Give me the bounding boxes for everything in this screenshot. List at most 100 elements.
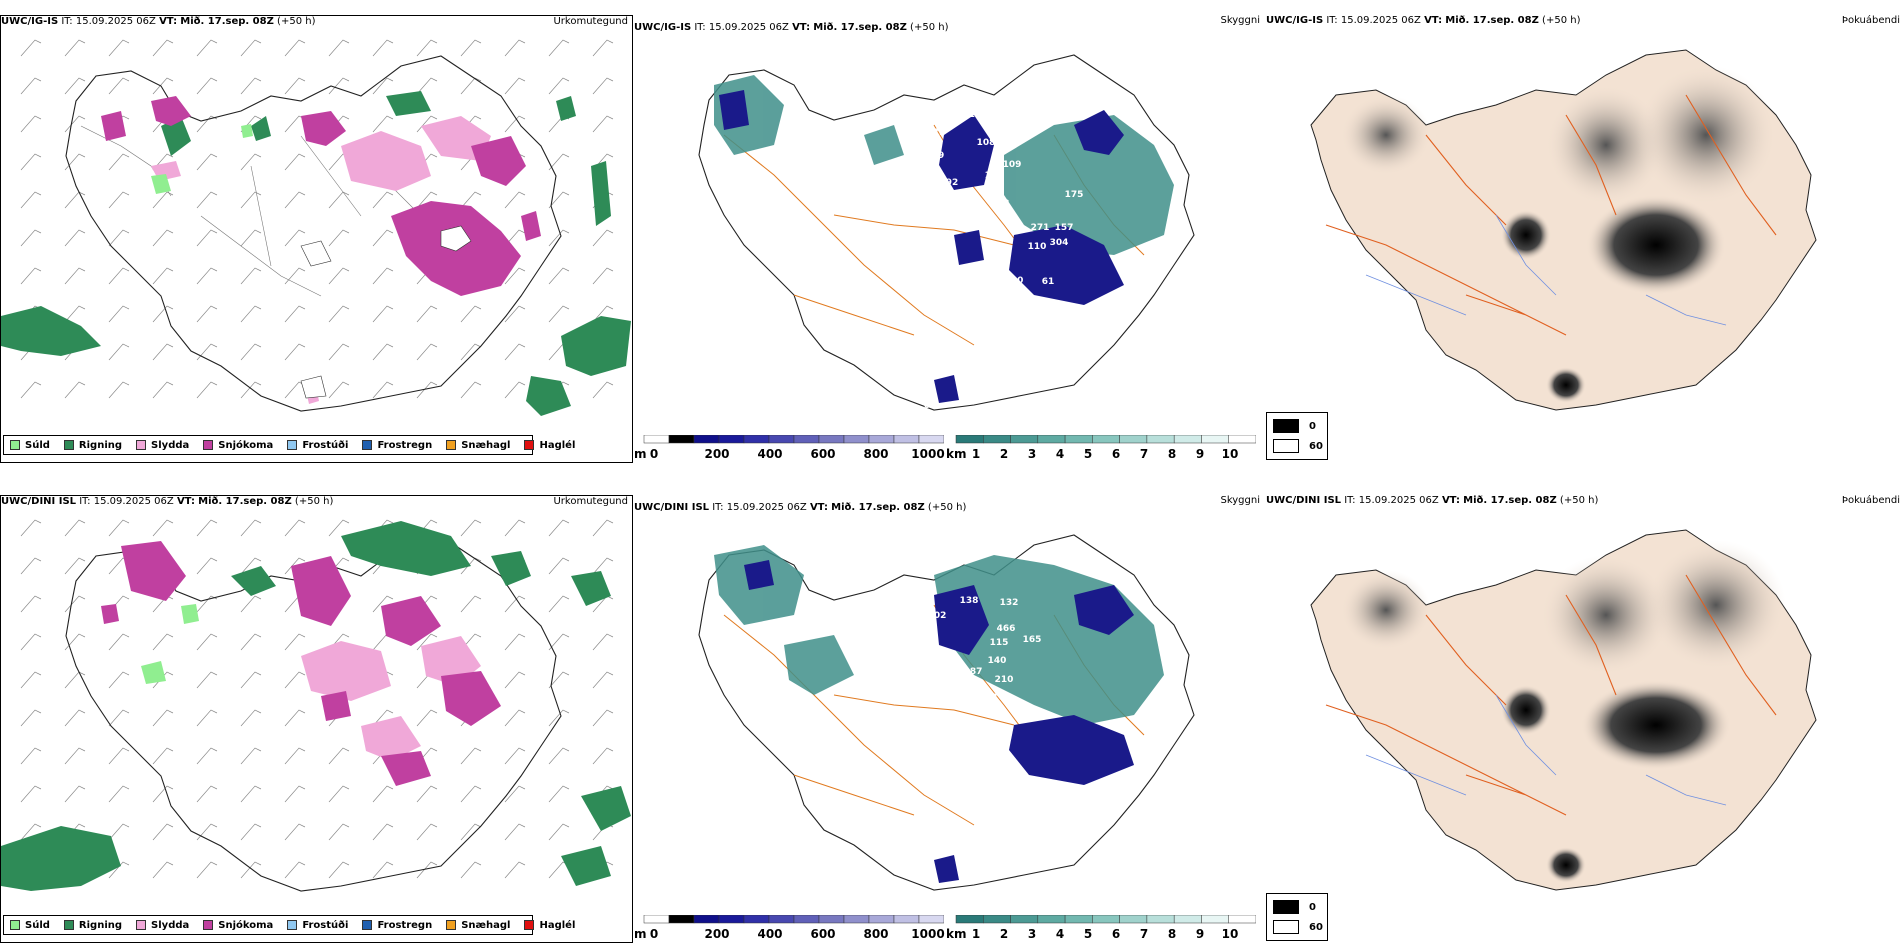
wind-barb <box>196 191 218 209</box>
cloud-base-label: 85 <box>938 756 951 766</box>
wind-barb <box>416 785 438 803</box>
precip-panel-row1: UWC/IG-IS IT: 15.09.2025 06Z VT: Mið. 17… <box>0 15 633 463</box>
cbar-tick: 1 <box>971 447 981 461</box>
fog-panel-row2: UWC/DINI ISL IT: 15.09.2025 06Z VT: Mið.… <box>1266 495 1900 943</box>
wind-barb <box>240 343 262 361</box>
drizzle-areas <box>151 124 253 194</box>
wind-barb <box>240 671 262 689</box>
cloud-base-label: 61 <box>1042 277 1055 287</box>
cbar-tick: 1000 <box>911 447 945 461</box>
wind-barb <box>20 671 42 689</box>
panel-title-cloud-row2: Skyggni <box>1220 495 1260 506</box>
wind-barb <box>240 557 262 575</box>
wind-barb <box>372 595 394 613</box>
cloud-base-label: 99 <box>932 151 945 161</box>
wind-barb <box>64 709 86 727</box>
colorbar-segment <box>1119 915 1148 924</box>
wind-barb <box>152 343 174 361</box>
wind-barb <box>504 39 526 57</box>
cloud-base-label: 140 <box>988 656 1007 666</box>
wind-barb <box>416 77 438 95</box>
cbar-tick: 4 <box>1055 447 1065 461</box>
wind-barb <box>592 305 614 323</box>
wind-barb <box>460 557 482 575</box>
wind-barb <box>152 785 174 803</box>
wind-barb <box>504 381 526 399</box>
wind-barb <box>460 823 482 841</box>
legend-item-freezing-rain: Frostregn <box>362 440 432 451</box>
cloud-base-label: 110 <box>1028 242 1047 252</box>
cbar-tick: 800 <box>863 927 889 941</box>
wind-barb <box>592 115 614 133</box>
wind-barb <box>196 343 218 361</box>
wind-barb <box>592 519 614 537</box>
snow-areas <box>101 541 501 786</box>
wind-barb <box>64 785 86 803</box>
colorbar-segment <box>793 915 820 924</box>
precip-map-row1 <box>1 39 631 416</box>
wind-barb <box>460 785 482 803</box>
colorbar-segment <box>668 435 695 444</box>
roads <box>1325 574 1777 816</box>
fog-map-row2 <box>1310 529 1817 891</box>
rivers <box>1365 214 1727 326</box>
wind-barb <box>240 861 262 879</box>
fog-legend-row2: 0 60 <box>1266 893 1328 941</box>
cloud-base-label: 210 <box>995 675 1014 685</box>
wind-barb <box>20 229 42 247</box>
cloud-base-label: 62 <box>924 401 937 411</box>
cloud-base-label: 91 <box>938 280 951 290</box>
cloud-base-label: 168 <box>962 791 981 801</box>
colorbar-segment <box>1146 915 1175 924</box>
wind-barb <box>548 229 570 247</box>
wind-barb <box>284 305 306 323</box>
colorbar-segment <box>1146 435 1175 444</box>
cloud-base-label: 108 <box>977 138 996 148</box>
wind-barb <box>284 557 306 575</box>
wind-barb <box>328 785 350 803</box>
wind-barb <box>240 229 262 247</box>
wind-barb <box>152 267 174 285</box>
wind-barb <box>548 77 570 95</box>
wind-barb <box>328 267 350 285</box>
colorbar-segment <box>818 435 845 444</box>
cbar-tick: 8 <box>1167 447 1177 461</box>
wind-barb <box>64 39 86 57</box>
colorbar-segment <box>818 915 845 924</box>
cloud-base-label: 145 <box>943 687 962 697</box>
cloud-base-label: 98 <box>859 620 872 630</box>
wind-barb <box>284 671 306 689</box>
wind-barb <box>152 39 174 57</box>
wind-barb <box>196 823 218 841</box>
cloud-base-label: 104 <box>873 657 892 667</box>
wind-barb <box>284 709 306 727</box>
cloud-base-label: 158 <box>920 698 939 708</box>
colorbar-km-row2: km 1 2 3 4 5 6 7 8 9 10 <box>946 915 1256 941</box>
wind-barb <box>548 191 570 209</box>
wind-barb <box>240 305 262 323</box>
colorbar-segment <box>1037 915 1066 924</box>
wind-barb <box>196 267 218 285</box>
wind-barb <box>592 381 614 399</box>
cloud-base-label: 144 <box>890 674 909 684</box>
wind-barb <box>328 343 350 361</box>
wind-barb <box>20 153 42 171</box>
wind-barb <box>196 633 218 651</box>
colorbar-segment <box>743 435 770 444</box>
wind-barb <box>504 115 526 133</box>
cloud-base-label: 113 <box>969 110 988 120</box>
wind-barb <box>416 861 438 879</box>
colorbar-segment <box>1201 915 1229 924</box>
wind-barb <box>416 39 438 57</box>
wind-barb <box>416 709 438 727</box>
legend-item-snow: Snjókoma <box>203 920 273 931</box>
cloud-base-label: 138 <box>960 596 979 606</box>
wind-barb <box>108 519 130 537</box>
colorbar-segment <box>1119 435 1148 444</box>
wind-barb <box>372 381 394 399</box>
wind-barb <box>108 305 130 323</box>
wind-barb <box>20 633 42 651</box>
wind-barb <box>504 595 526 613</box>
wind-barb <box>284 519 306 537</box>
cbar-tick: 2 <box>999 447 1009 461</box>
